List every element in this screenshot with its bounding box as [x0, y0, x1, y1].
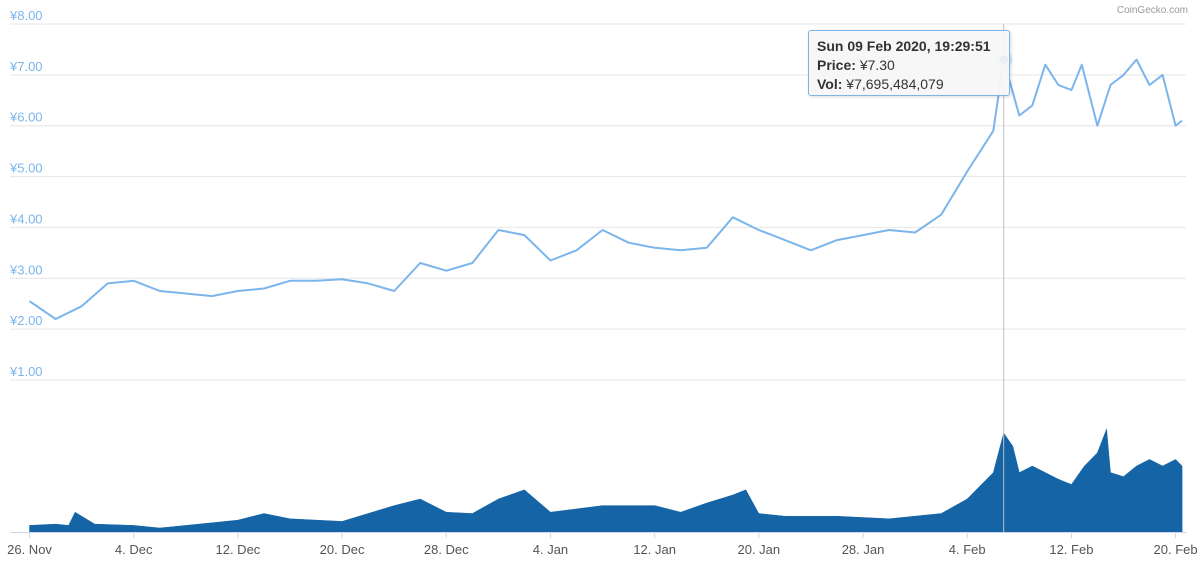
x-tick-label: 12. Dec	[216, 542, 261, 557]
x-tick-label: 4. Feb	[949, 542, 986, 557]
x-tick-label: 12. Feb	[1049, 542, 1093, 557]
date-x-axis: 26. Nov 4. Dec 12. Dec 20. Dec 28. Dec 4. Jan…	[7, 532, 1198, 557]
price-y-axis: ¥1.00 ¥2.00 ¥3.00 ¥4.00 ¥5.00 ¥6.00 ¥7.00 ¥8.00	[9, 8, 43, 379]
x-tick-label: 4. Dec	[115, 542, 153, 557]
volume-area	[29, 428, 1183, 533]
volume-series-area	[29, 428, 1183, 533]
tooltip-price-row: Price: ¥7.30	[817, 56, 1001, 75]
tooltip-vol-label: Vol:	[817, 76, 843, 92]
x-tick-label: 26. Nov	[7, 542, 52, 557]
x-tick-label: 12. Jan	[633, 542, 676, 557]
tooltip-date: Sun 09 Feb 2020, 19:29:51	[817, 38, 991, 54]
x-tick-label: 28. Dec	[424, 542, 469, 557]
price-gridlines	[10, 23, 1186, 381]
y-tick-label: ¥6.00	[9, 110, 43, 125]
price-tooltip: Sun 09 Feb 2020, 19:29:51 Price: ¥7.30 V…	[808, 30, 1010, 96]
x-tick-label: 28. Jan	[842, 542, 885, 557]
tooltip-price-label: Price:	[817, 57, 856, 73]
x-tick-label: 20. Feb	[1154, 542, 1198, 557]
y-tick-label: ¥5.00	[9, 161, 43, 176]
y-tick-label: ¥4.00	[9, 211, 43, 226]
credit-link[interactable]: CoinGecko.com	[1117, 5, 1188, 16]
x-tick-label: 20. Dec	[320, 542, 365, 557]
tooltip-vol-row: Vol: ¥7,695,484,079	[817, 75, 1001, 94]
tooltip-vol-value: ¥7,695,484,079	[846, 76, 944, 92]
tooltip-price-value: ¥7.30	[859, 57, 895, 73]
y-tick-label: ¥1.00	[9, 364, 43, 379]
x-tick-label: 4. Jan	[533, 542, 568, 557]
price-line-layer	[28, 58, 1183, 320]
y-tick-label: ¥8.00	[9, 8, 43, 23]
y-tick-label: ¥2.00	[9, 313, 43, 328]
price-series-line	[28, 58, 1183, 320]
x-tick-label: 20. Jan	[738, 542, 781, 557]
y-tick-label: ¥7.00	[9, 59, 43, 74]
y-tick-label: ¥3.00	[9, 262, 43, 277]
